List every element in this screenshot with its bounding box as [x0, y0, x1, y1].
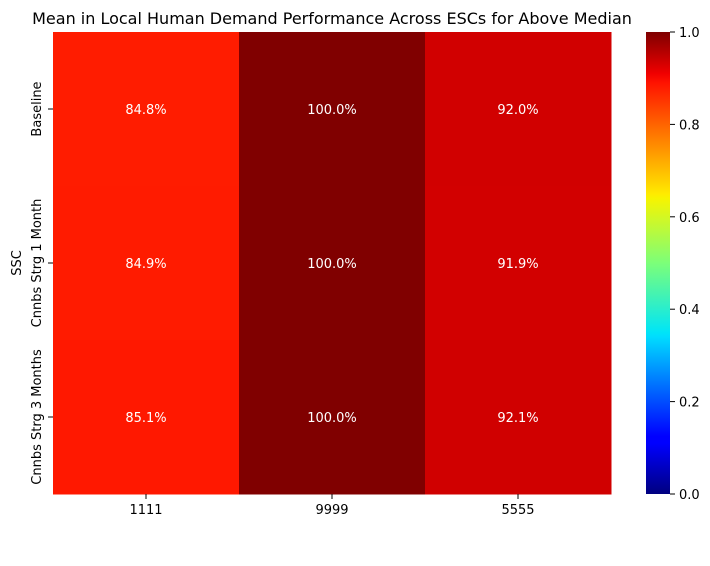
- colorbar-gradient: [646, 32, 670, 494]
- colorbar: 0.0 0.2 0.4 0.6 0.8 1.0: [646, 26, 700, 503]
- cell-value-label: 92.0%: [497, 103, 538, 118]
- heatmap-cell: [239, 340, 426, 495]
- heatmap-cell: [53, 340, 240, 495]
- cell-value-label: 84.8%: [125, 103, 166, 118]
- colorbar-tick-label: 0.8: [679, 118, 700, 133]
- heatmap-cell: [239, 32, 426, 187]
- heatmap-cell: [425, 32, 612, 187]
- y-axis-ticks: Baseline Cnnbs Strg 1 Month Cnnbs Strg 3 M…: [30, 81, 53, 485]
- colorbar-tick-label: 0.6: [679, 211, 700, 226]
- heatmap-cell: [425, 340, 612, 495]
- cell-value-label: 100.0%: [307, 411, 357, 426]
- heatmap-cell-labels: 84.8% 100.0% 92.0% 84.9% 100.0% 91.9% 85.1% 100…: [125, 103, 538, 426]
- heatmap-cells: [53, 32, 612, 495]
- cell-value-label: 91.9%: [497, 257, 538, 272]
- cell-value-label: 92.1%: [497, 411, 538, 426]
- y-tick-label: Baseline: [30, 81, 45, 136]
- y-tick-label: Cnnbs Strg 3 Months: [30, 349, 45, 485]
- colorbar-tick-label: 0.4: [679, 303, 700, 318]
- colorbar-ticks: 0.0 0.2 0.4 0.6 0.8 1.0: [670, 26, 700, 503]
- heatmap-cell: [239, 186, 426, 341]
- x-tick-label: 9999: [315, 503, 348, 518]
- cell-value-label: 85.1%: [125, 411, 166, 426]
- heatmap-cell: [53, 32, 240, 187]
- cell-value-label: 84.9%: [125, 257, 166, 272]
- cell-value-label: 100.0%: [307, 103, 357, 118]
- x-tick-label: 5555: [501, 503, 534, 518]
- x-tick-label: 1111: [129, 503, 162, 518]
- heatmap-cell: [425, 186, 612, 341]
- cell-value-label: 100.0%: [307, 257, 357, 272]
- chart-title: Mean in Local Human Demand Performance A…: [32, 9, 632, 28]
- heatmap-cell: [53, 186, 240, 341]
- colorbar-tick-label: 0.2: [679, 396, 700, 411]
- colorbar-tick-label: 1.0: [679, 26, 700, 41]
- colorbar-tick-label: 0.0: [679, 488, 700, 503]
- y-tick-label: Cnnbs Strg 1 Month: [30, 199, 45, 328]
- x-axis-ticks: 1111 9999 5555: [129, 494, 535, 518]
- y-axis-label: SSC: [10, 250, 25, 276]
